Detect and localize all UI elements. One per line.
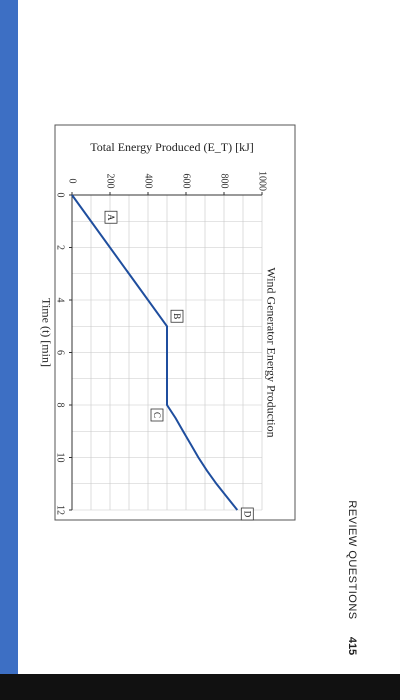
x-tick-label: 4 [55, 298, 66, 303]
x-tick-label: 6 [55, 350, 66, 355]
y-tick-label: 800 [219, 174, 230, 189]
x-tick-label: 12 [55, 505, 66, 515]
energy-series-line [71, 194, 239, 511]
y-tick-label: 0 [67, 179, 78, 184]
annotation-label: A [106, 214, 116, 221]
annotation-box [104, 210, 118, 224]
annotation-label: C [152, 412, 162, 418]
y-tick-label: 600 [181, 174, 192, 189]
left-accent-strip [0, 0, 18, 700]
y-axis-title: Total Energy Produced (E_T) [kJ] [90, 140, 254, 154]
annotation-label: D [242, 511, 252, 518]
x-tick-label: 8 [55, 403, 66, 408]
tick-labels: 0 2 4 6 8 10 12 0 200 400 600 800 1000 [55, 171, 268, 515]
y-tick-label: 1000 [257, 171, 268, 191]
series-layer [71, 194, 239, 511]
title-layer: Wind Generator Energy Production Time (t)… [39, 140, 278, 438]
y-tick-label: 400 [143, 174, 154, 189]
x-tick-label: 2 [55, 245, 66, 250]
annotation-box [240, 507, 254, 521]
y-tick-label: 200 [105, 174, 116, 189]
x-axis-title: Time (t) [min] [39, 298, 53, 367]
annotation-label: B [172, 313, 182, 319]
chart-title: Wind Generator Energy Production [264, 267, 278, 437]
x-tick-label: 10 [55, 453, 66, 463]
annotation-box [150, 408, 164, 422]
x-tick-label: 0 [55, 193, 66, 198]
bottom-bar [0, 674, 400, 700]
annotation-box [170, 309, 184, 323]
annotation-layer: A B C D [104, 210, 254, 521]
